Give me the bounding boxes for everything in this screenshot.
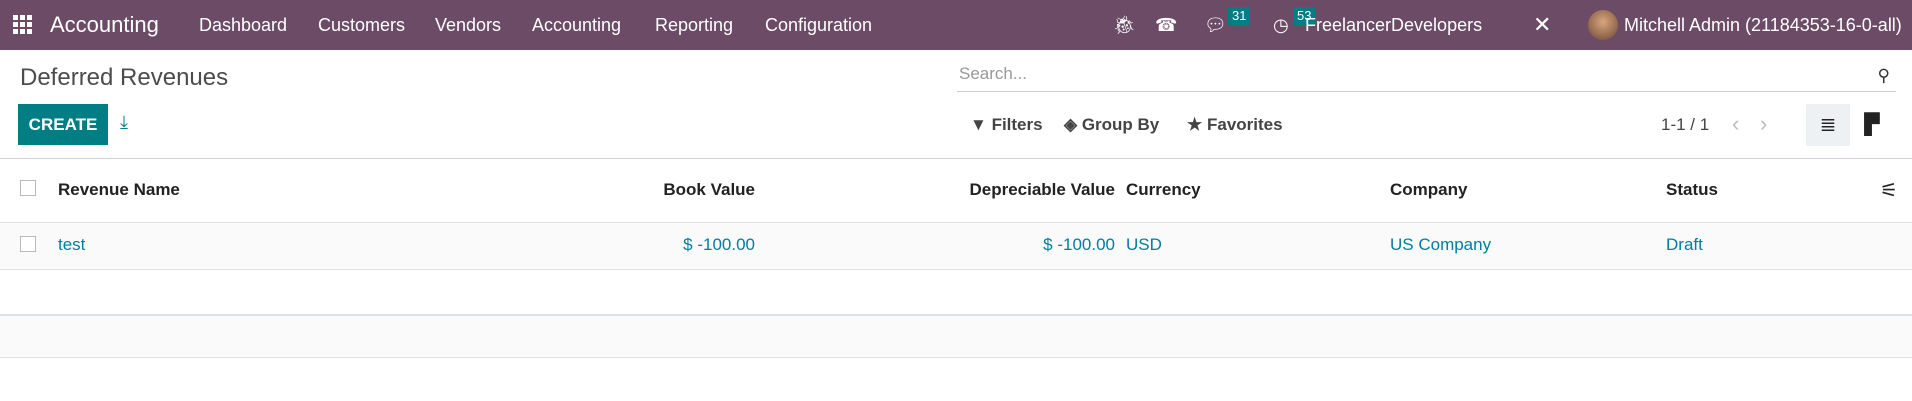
filter-icon: ▼ — [970, 115, 987, 134]
create-button[interactable]: CREATE — [18, 104, 108, 145]
group-by-label: Group By — [1081, 115, 1160, 134]
search-input[interactable]: Search... ⚲ — [957, 61, 1896, 92]
cell-status: Draft — [1666, 235, 1703, 254]
column-status[interactable]: Status — [1666, 180, 1718, 199]
column-depreciable-value[interactable]: Depreciable Value — [969, 180, 1115, 199]
filters-label: Filters — [991, 115, 1043, 134]
chat-icon[interactable]: 💬︎ — [1204, 15, 1227, 35]
column-company[interactable]: Company — [1390, 180, 1468, 199]
column-revenue-name[interactable]: Revenue Name — [58, 180, 180, 199]
row-checkbox[interactable] — [20, 236, 36, 252]
star-icon: ★ — [1187, 115, 1203, 134]
table-footer — [0, 314, 1912, 358]
messages-badge: 31 — [1228, 7, 1251, 25]
search-icon[interactable]: ⚲ — [1877, 66, 1890, 85]
cell-book-value: $ -100.00 — [683, 235, 755, 254]
pager-next-icon[interactable]: › — [1760, 111, 1768, 136]
table-row[interactable] — [0, 223, 1912, 269]
search-placeholder: Search... — [959, 64, 1028, 83]
select-all-checkbox[interactable] — [20, 180, 36, 196]
divider — [0, 269, 1912, 270]
pager-prev-icon[interactable]: ‹ — [1732, 111, 1740, 136]
kanban-view-icon[interactable]: ▛ — [1864, 114, 1880, 136]
app-name[interactable]: Accounting — [50, 12, 159, 37]
cell-revenue-name[interactable]: test — [58, 235, 86, 254]
optional-columns-icon[interactable]: ⚟ — [1880, 180, 1898, 202]
cell-currency[interactable]: USD — [1126, 235, 1162, 254]
phone-icon[interactable]: ☎ — [1155, 15, 1178, 35]
menu-customers[interactable]: Customers — [318, 15, 406, 35]
cell-company[interactable]: US Company — [1390, 235, 1492, 254]
page-title: Deferred Revenues — [20, 64, 229, 91]
favorites-label: Favorites — [1206, 115, 1283, 134]
avatar[interactable] — [1588, 10, 1618, 40]
top-navbar: Accounting Dashboard Customers Vendors A… — [0, 0, 1912, 50]
filters-button[interactable]: ▼ Filters — [970, 115, 1043, 135]
activities-badge: 53 — [1293, 7, 1316, 25]
menu-accounting[interactable]: Accounting — [532, 15, 622, 35]
column-currency[interactable]: Currency — [1126, 180, 1201, 199]
favorites-button[interactable]: ★ Favorites — [1187, 115, 1283, 135]
apps-menu-icon[interactable] — [13, 15, 33, 34]
menu-reporting[interactable]: Reporting — [655, 15, 734, 35]
layers-icon: ◈ — [1064, 115, 1078, 134]
menu-configuration[interactable]: Configuration — [765, 15, 873, 35]
divider — [0, 158, 1912, 159]
company-name: FreelancerDevelopers — [1305, 15, 1483, 35]
divider — [0, 222, 1912, 223]
tools-icon[interactable]: ✕ — [1533, 12, 1552, 37]
download-icon[interactable]: ⤓ — [120, 112, 128, 132]
list-view-icon[interactable]: ≣ — [1806, 104, 1850, 146]
clock-icon[interactable]: ◷ — [1273, 15, 1289, 35]
group-by-button[interactable]: ◈ Group By — [1064, 115, 1159, 135]
column-book-value[interactable]: Book Value — [663, 180, 755, 199]
company-switcher[interactable]: FreelancerDevelopers — [1305, 0, 1482, 50]
bug-icon[interactable]: 🐞︎ — [1113, 15, 1136, 35]
pager-value[interactable]: 1-1 / 1 — [1661, 115, 1710, 134]
user-menu[interactable]: Mitchell Admin (21184353-16-0-all) — [1624, 15, 1902, 35]
menu-vendors[interactable]: Vendors — [435, 15, 502, 35]
menu-dashboard[interactable]: Dashboard — [199, 15, 288, 35]
cell-depreciable-value: $ -100.00 — [1043, 235, 1115, 254]
